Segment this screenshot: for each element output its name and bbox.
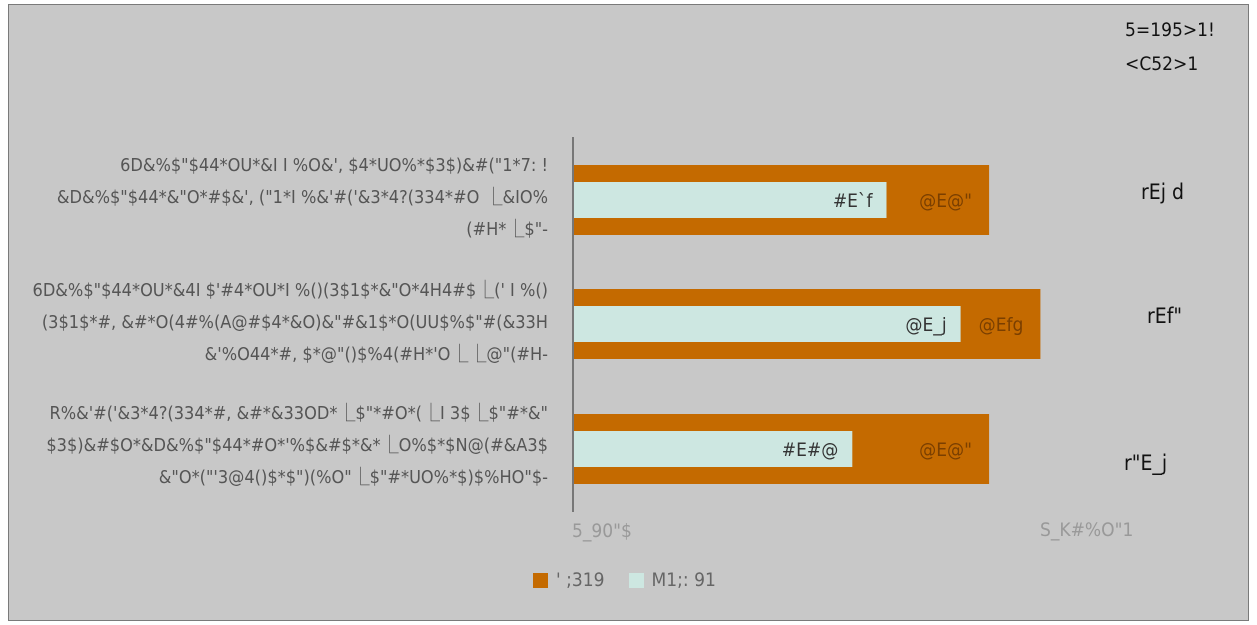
legend: ' ;319 M1;: 91 [533, 569, 716, 591]
data-label-series-2-1: #E`f [833, 190, 874, 212]
data-label-series-1-3: @E@" [919, 439, 972, 461]
data-label-series-2-3: #E#@ [782, 439, 839, 461]
data-label-series-1-1: @E@" [919, 190, 972, 212]
category-label-2: 6D&%$"$44*OU*&4I $'#4*OU*I %()(3$1$*&"O*… [32, 280, 548, 365]
bar-series-2-1 [573, 182, 887, 218]
data-label-series-2-2: @E_j [905, 314, 946, 336]
header-line-1: 5=195>1! [1125, 19, 1215, 41]
secondary-axis-label: S_K#%O"1 [1040, 519, 1134, 541]
bar-series-2-3 [573, 431, 853, 467]
category-label-3: R%&'#('&3*4?(334*#, &#*&33OD*⎿$"*#O*(⎿I … [46, 403, 548, 488]
row-value-label-2: rEf" [1147, 304, 1183, 328]
legend-label-1: ' ;319 [556, 569, 605, 591]
legend-label-2: M1;: 91 [651, 569, 716, 591]
bar-series-2-2 [573, 306, 961, 342]
category-label-1: 6D&%$"$44*OU*&I I %O&', $4*UO%*$3$)&#("1… [56, 155, 548, 240]
row-value-label-1: rEj d [1141, 180, 1184, 204]
legend-swatch-2 [628, 572, 644, 588]
legend-swatch-1 [533, 572, 548, 588]
row-value-label-3: r"E_j [1124, 451, 1168, 475]
header-line-2: <C52>1 [1125, 53, 1199, 75]
data-label-series-1-2: @Efg [979, 314, 1024, 336]
x-axis-tick-label: 5_90"$ [572, 520, 632, 542]
